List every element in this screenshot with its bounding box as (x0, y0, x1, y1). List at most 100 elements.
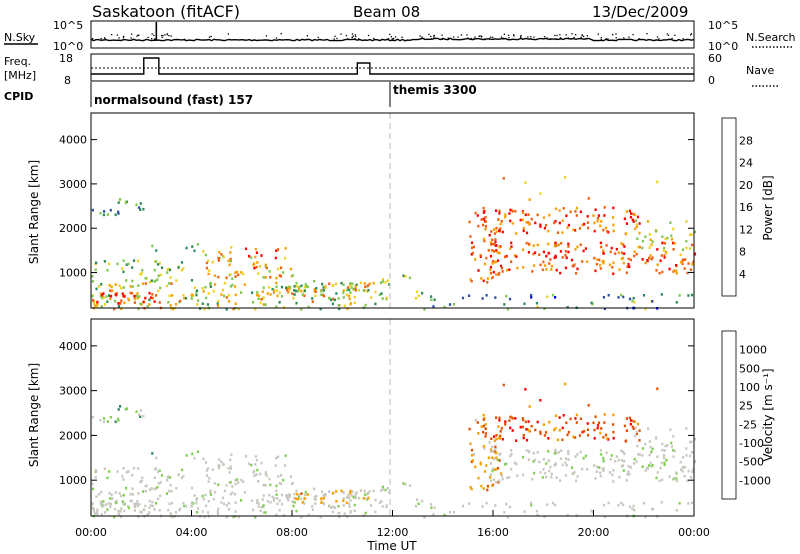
velocity-cell (539, 471, 542, 474)
power-cell (350, 286, 353, 289)
power-cell (575, 206, 578, 210)
power-cell (569, 210, 572, 214)
velocity-cell (599, 471, 602, 474)
velocity-cell (217, 483, 220, 486)
velocity-cell (225, 516, 228, 519)
velocity-cell (559, 479, 562, 482)
velocity-cell (679, 460, 682, 464)
noise-dot (367, 34, 370, 37)
power-cell (353, 295, 356, 299)
power-cell (254, 247, 257, 251)
velocity-cell (295, 509, 298, 513)
velocity-cell (581, 430, 584, 434)
velocity-cell (612, 430, 615, 434)
velocity-cell (119, 405, 122, 408)
power-cell (504, 213, 507, 216)
power-cell (547, 251, 550, 255)
power-cell (565, 214, 568, 217)
velocity-cell (635, 430, 638, 434)
velocity-cell (286, 496, 289, 500)
power-cell (612, 223, 615, 227)
velocity-cell (567, 430, 570, 434)
power-cell (115, 292, 118, 295)
velocity-cell (237, 481, 240, 484)
velocity-cell (261, 498, 264, 501)
cpid-label: CPID (4, 90, 33, 103)
velocity-cell (483, 447, 486, 450)
velocity-cell (602, 436, 605, 439)
noise-dot (508, 37, 510, 39)
velocity-cell (525, 449, 528, 452)
velocity-cell (372, 489, 375, 493)
power-cell (300, 284, 303, 288)
power-cell (536, 305, 539, 309)
power-cell (180, 261, 184, 264)
velocity-cell (495, 456, 498, 460)
velocity-data-cells (91, 382, 697, 519)
power-cell (153, 300, 156, 303)
velocity-cell (638, 453, 641, 456)
date-title: 13/Dec/2009 (592, 3, 688, 21)
velocity-cell (628, 505, 632, 508)
power-cell (118, 284, 121, 287)
velocity-cell (345, 496, 349, 499)
velocity-cell (374, 498, 377, 502)
noise-dot (481, 35, 483, 37)
velocity-cell (514, 417, 517, 420)
noise-dot (556, 34, 558, 37)
power-cell (192, 294, 195, 297)
velocity-cell (620, 459, 624, 462)
power-cell (370, 296, 373, 299)
power-cell (157, 274, 160, 278)
noise-dot (513, 34, 515, 36)
power-cell (116, 262, 119, 266)
power-cell (347, 286, 350, 289)
velocity-cell (494, 445, 497, 449)
power-cell (101, 293, 104, 297)
power-cell (685, 239, 688, 243)
power-cell (417, 294, 420, 298)
power-cell (636, 215, 639, 219)
velocity-cell (593, 437, 596, 440)
velocity-cell (278, 481, 281, 485)
noise-dot (513, 35, 515, 37)
velocity-cell (673, 477, 676, 480)
velocity-cell (669, 428, 672, 432)
power-cell (223, 281, 226, 285)
velocity-cell (91, 487, 95, 491)
power-cell (543, 307, 546, 310)
power-cell (601, 260, 604, 263)
power-cell (693, 252, 697, 256)
velocity-cell (665, 459, 668, 462)
velocity-cell (570, 466, 574, 469)
velocity-cell (675, 479, 678, 483)
velocity-cell (355, 491, 358, 494)
velocity-cell (543, 434, 546, 437)
power-cell (108, 262, 111, 266)
velocity-cell (578, 434, 581, 437)
power-cell (136, 292, 139, 295)
velocity-cell (100, 490, 103, 494)
power-cell (594, 269, 597, 273)
velocity-cell (601, 467, 604, 471)
power-cell (480, 277, 483, 280)
velocity-cell (629, 466, 632, 469)
velocity-cell (337, 511, 340, 515)
velocity-cell (564, 474, 568, 477)
power-cell (285, 286, 288, 290)
velocity-cell (204, 493, 207, 497)
power-cell (374, 290, 377, 294)
power-cell (349, 302, 352, 305)
power-cell (504, 255, 507, 259)
power-cell (271, 287, 274, 291)
power-cell (631, 299, 634, 303)
velocity-cell (468, 427, 471, 431)
power-cell (494, 238, 497, 241)
power-cell (501, 230, 504, 234)
power-cell (180, 268, 183, 272)
power-cell (603, 206, 606, 209)
noise-dot (151, 38, 153, 40)
power-cell (352, 288, 355, 291)
power-cell (632, 212, 635, 216)
power-cell (423, 308, 426, 311)
